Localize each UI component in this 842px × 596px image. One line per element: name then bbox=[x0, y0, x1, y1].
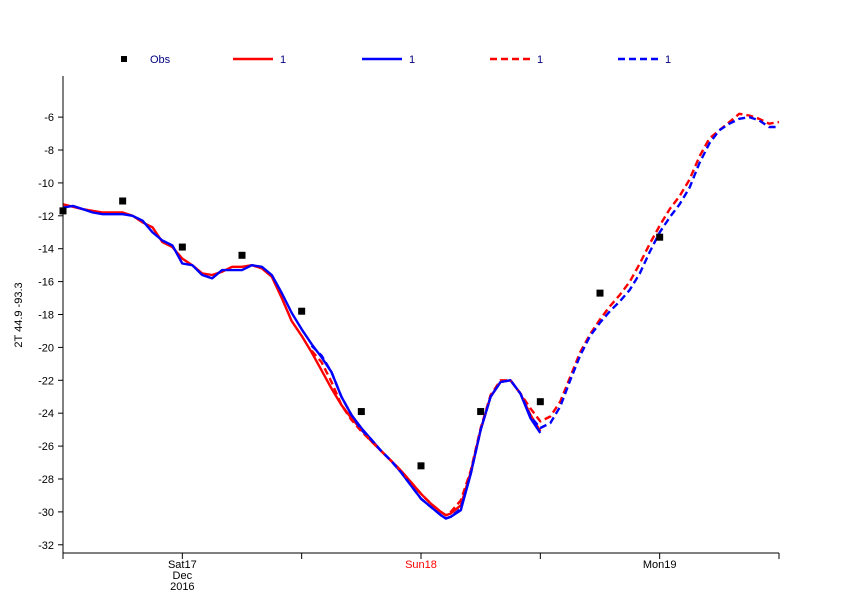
y-tick-label: -28 bbox=[38, 474, 54, 486]
x-tick-label: Dec bbox=[173, 570, 193, 582]
y-tick-label: -8 bbox=[44, 145, 54, 157]
series-line-2 bbox=[62, 204, 542, 520]
y-tick-label: -30 bbox=[38, 507, 54, 519]
x-tick-label: 2016 bbox=[170, 581, 194, 593]
legend-label-3: 1 bbox=[537, 54, 543, 66]
obs-marker bbox=[238, 251, 246, 259]
y-tick-label: -26 bbox=[38, 441, 54, 453]
y-axis-label: 2T 44.9 -93.3 bbox=[13, 282, 25, 347]
plot-area bbox=[59, 112, 780, 520]
y-tick-label: -24 bbox=[38, 408, 54, 420]
legend: Obs 1 1 1 1 bbox=[121, 54, 671, 66]
x-tick-label: Sun18 bbox=[405, 559, 437, 571]
series-line-3 bbox=[310, 112, 780, 517]
obs-marker bbox=[119, 197, 127, 205]
x-tick-label: Mon19 bbox=[643, 559, 677, 571]
obs-marker bbox=[477, 408, 485, 416]
legend-label-2: 1 bbox=[409, 54, 415, 66]
y-tick-label: -22 bbox=[38, 375, 54, 387]
obs-marker bbox=[596, 289, 604, 297]
legend-label-4: 1 bbox=[665, 54, 671, 66]
series-line-4 bbox=[310, 115, 779, 520]
x-tick-label: Sat17 bbox=[168, 559, 197, 571]
obs-marker bbox=[357, 408, 365, 416]
series-line-1 bbox=[62, 203, 542, 517]
legend-obs-marker bbox=[121, 56, 127, 62]
y-tick-label: -32 bbox=[38, 540, 54, 552]
y-tick-label: -18 bbox=[38, 310, 54, 322]
legend-obs-label: Obs bbox=[150, 54, 171, 66]
y-tick-label: -6 bbox=[44, 112, 54, 124]
y-tick-label: -10 bbox=[38, 178, 54, 190]
y-tick-label: -16 bbox=[38, 277, 54, 289]
obs-marker bbox=[656, 233, 664, 241]
legend-label-1: 1 bbox=[280, 54, 286, 66]
y-tick-label: -20 bbox=[38, 342, 54, 354]
y-axis: -6 -8 -10 -12 -14 -16 -18 -20 -22 -24 -26 -28 -30 -32 bbox=[38, 76, 64, 553]
obs-marker bbox=[178, 243, 186, 251]
obs-marker bbox=[536, 398, 544, 406]
y-tick-label: -14 bbox=[38, 244, 54, 256]
y-tick-label: -12 bbox=[38, 211, 54, 223]
obs-marker bbox=[298, 307, 306, 315]
obs-marker bbox=[417, 462, 425, 470]
